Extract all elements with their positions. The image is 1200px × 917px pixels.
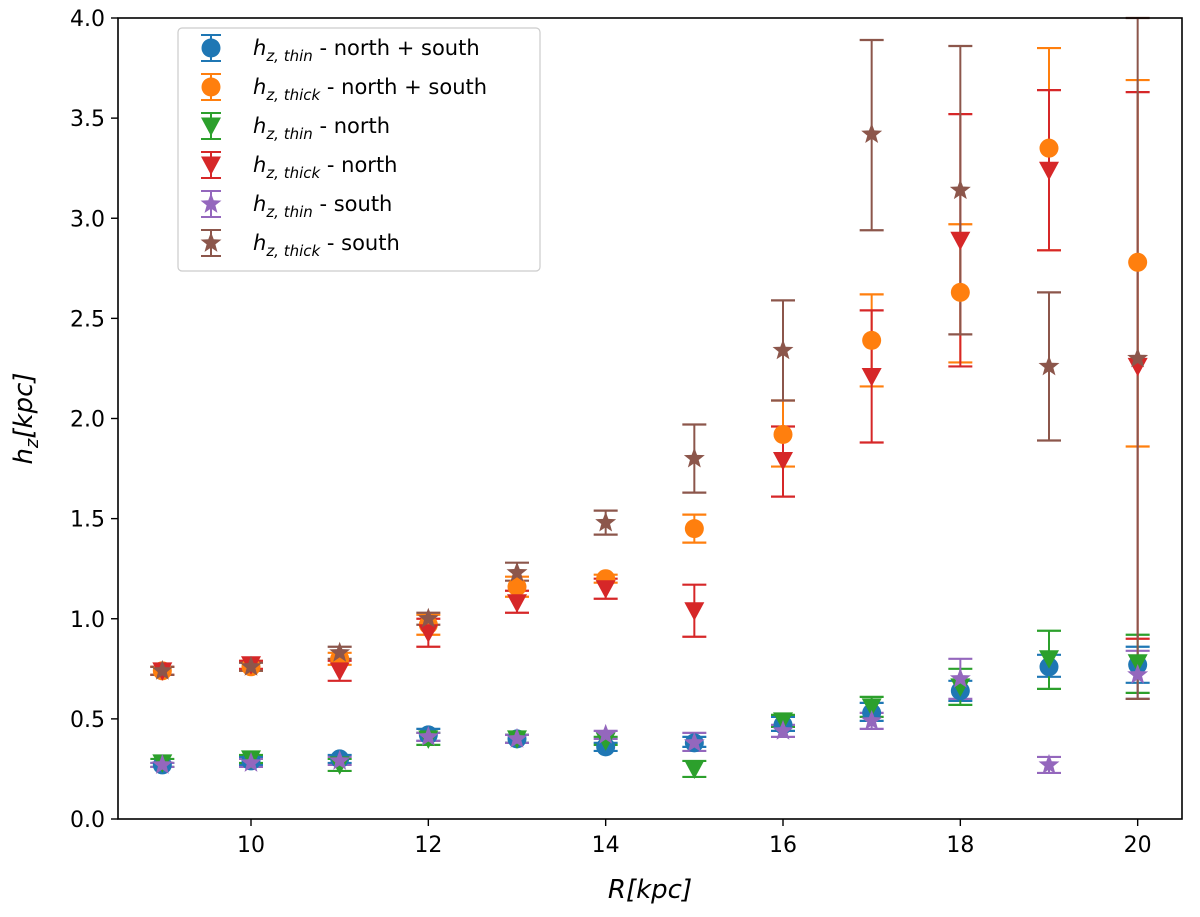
data-point bbox=[507, 577, 527, 597]
legend-marker bbox=[201, 38, 221, 58]
y-tick-label: 3.5 bbox=[70, 107, 105, 132]
legend-entry-1: hz, thick - north + south bbox=[201, 73, 487, 104]
x-tick-label: 10 bbox=[237, 833, 265, 858]
data-point bbox=[772, 339, 794, 360]
data-point bbox=[595, 580, 616, 599]
y-tick-label: 4.0 bbox=[70, 7, 105, 32]
data-point bbox=[595, 511, 617, 532]
legend-label: hz, thin - north bbox=[253, 114, 390, 143]
y-tick-label: 1.5 bbox=[70, 508, 105, 533]
legend-label: hz, thick - north + south bbox=[253, 75, 487, 104]
data-point bbox=[949, 179, 971, 200]
data-point bbox=[1038, 753, 1060, 774]
data-point bbox=[329, 662, 350, 681]
data-point bbox=[773, 425, 793, 445]
points-series-4 bbox=[151, 663, 1149, 774]
data-point bbox=[240, 655, 262, 676]
legend-entry-4: hz, thin - south bbox=[200, 190, 392, 221]
points-series-5 bbox=[151, 123, 1149, 680]
data-point bbox=[861, 709, 883, 730]
data-point bbox=[949, 667, 971, 688]
legend-marker bbox=[200, 232, 222, 252]
data-point bbox=[861, 367, 882, 387]
points-series-0 bbox=[152, 655, 1148, 775]
data-point bbox=[151, 659, 173, 680]
data-point bbox=[950, 231, 971, 251]
legend: hz, thin - north + south hz, thick - nort… bbox=[177, 27, 541, 272]
data-point bbox=[1127, 663, 1149, 684]
y-tick-label: 0.0 bbox=[70, 808, 105, 833]
points-series-2 bbox=[152, 650, 1148, 779]
legend-marker bbox=[200, 193, 222, 213]
data-point bbox=[684, 602, 705, 621]
y-tick-label: 3.0 bbox=[70, 207, 105, 232]
data-point bbox=[151, 753, 173, 774]
axis-ticks: 10 12 14 16 18 20 0.0 0.5 1.0 1.5 2.0 2.5 3.0 3.5 4.0 bbox=[70, 7, 1152, 858]
points-series-3 bbox=[152, 161, 1148, 681]
data-point bbox=[1039, 650, 1059, 669]
data-point bbox=[861, 123, 883, 144]
data-point bbox=[507, 594, 527, 613]
x-axis-label: R[kpc] bbox=[608, 875, 692, 905]
data-point bbox=[595, 732, 616, 751]
data-point bbox=[684, 760, 705, 779]
x-tick-label: 18 bbox=[946, 833, 974, 858]
x-tick-label: 12 bbox=[414, 833, 442, 858]
data-point bbox=[506, 727, 528, 748]
y-axis-label: hz[kpc] bbox=[9, 372, 43, 464]
data-point bbox=[950, 282, 970, 302]
legend-marker bbox=[201, 156, 221, 175]
data-point bbox=[861, 698, 882, 717]
y-tick-label: 2.0 bbox=[70, 408, 105, 433]
data-point bbox=[1127, 347, 1149, 368]
data-point bbox=[773, 452, 793, 471]
x-tick-label: 16 bbox=[769, 833, 797, 858]
y-tick-label: 2.5 bbox=[70, 307, 105, 332]
data-point bbox=[329, 749, 351, 770]
data-point bbox=[683, 731, 705, 752]
error-bars-series-2 bbox=[150, 629, 1150, 779]
legend-marker bbox=[201, 117, 221, 136]
legend-entry-2: hz, thin - north bbox=[201, 112, 390, 143]
data-point bbox=[417, 725, 439, 746]
y-tick-label: 1.0 bbox=[70, 608, 105, 633]
legend-entry-0: hz, thin - north + south bbox=[201, 34, 480, 65]
data-point bbox=[1039, 161, 1059, 181]
legend-marker bbox=[201, 77, 221, 97]
data-point bbox=[684, 519, 704, 539]
error-bars-series-4 bbox=[150, 649, 1150, 775]
data-point bbox=[1039, 138, 1059, 158]
data-point bbox=[1128, 252, 1148, 272]
data-point bbox=[862, 330, 882, 350]
error-bars-series-0 bbox=[150, 645, 1150, 769]
data-point bbox=[1038, 355, 1060, 376]
data-point bbox=[417, 607, 439, 628]
data-point bbox=[240, 751, 262, 772]
y-tick-label: 0.5 bbox=[70, 708, 105, 733]
data-point bbox=[595, 723, 617, 744]
data-point bbox=[418, 624, 439, 643]
legend-box bbox=[177, 27, 541, 272]
legend-label: hz, thick - north bbox=[253, 153, 397, 182]
legend-label: hz, thick - south bbox=[253, 231, 400, 260]
data-point bbox=[329, 641, 351, 662]
data-point bbox=[772, 719, 794, 740]
x-tick-label: 14 bbox=[592, 833, 620, 858]
legend-label: hz, thin - south bbox=[253, 192, 392, 221]
data-point bbox=[683, 447, 705, 468]
x-tick-label: 20 bbox=[1124, 833, 1152, 858]
data-point bbox=[1127, 654, 1148, 673]
plot-frame bbox=[117, 17, 1183, 820]
legend-label: hz, thin - north + south bbox=[253, 36, 480, 65]
data-points bbox=[151, 123, 1149, 779]
legend-entry-5: hz, thick - south bbox=[200, 229, 400, 260]
legend-entry-3: hz, thick - north bbox=[201, 151, 397, 182]
data-point bbox=[506, 561, 528, 582]
